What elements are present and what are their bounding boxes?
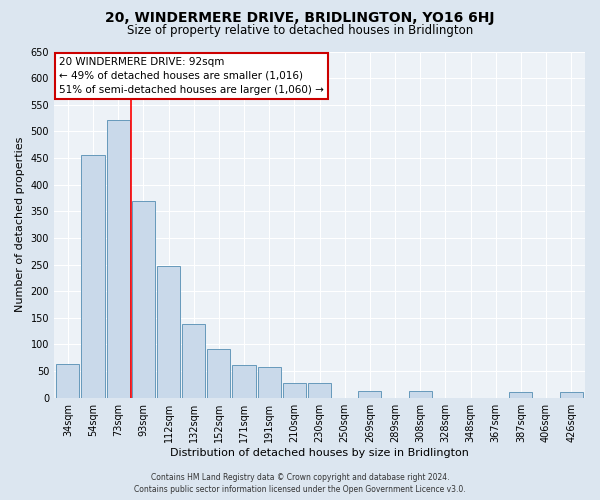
Bar	[207, 348, 230, 398]
Y-axis label: Number of detached properties: Number of detached properties	[15, 137, 25, 312]
Bar	[82, 156, 104, 398]
Bar	[257, 368, 281, 398]
Bar	[509, 392, 532, 398]
Bar	[283, 384, 306, 398]
Bar	[157, 266, 180, 398]
Text: Size of property relative to detached houses in Bridlington: Size of property relative to detached ho…	[127, 24, 473, 37]
Bar	[132, 200, 155, 398]
Bar	[308, 384, 331, 398]
Bar	[107, 120, 130, 398]
Bar	[182, 324, 205, 398]
Bar	[358, 391, 382, 398]
Text: 20 WINDERMERE DRIVE: 92sqm
← 49% of detached houses are smaller (1,016)
51% of s: 20 WINDERMERE DRIVE: 92sqm ← 49% of deta…	[59, 56, 324, 94]
Bar	[232, 364, 256, 398]
Text: 20, WINDERMERE DRIVE, BRIDLINGTON, YO16 6HJ: 20, WINDERMERE DRIVE, BRIDLINGTON, YO16 …	[105, 11, 495, 25]
Bar	[56, 364, 79, 398]
Text: Contains HM Land Registry data © Crown copyright and database right 2024.
Contai: Contains HM Land Registry data © Crown c…	[134, 472, 466, 494]
X-axis label: Distribution of detached houses by size in Bridlington: Distribution of detached houses by size …	[170, 448, 469, 458]
Bar	[560, 392, 583, 398]
Bar	[409, 392, 432, 398]
